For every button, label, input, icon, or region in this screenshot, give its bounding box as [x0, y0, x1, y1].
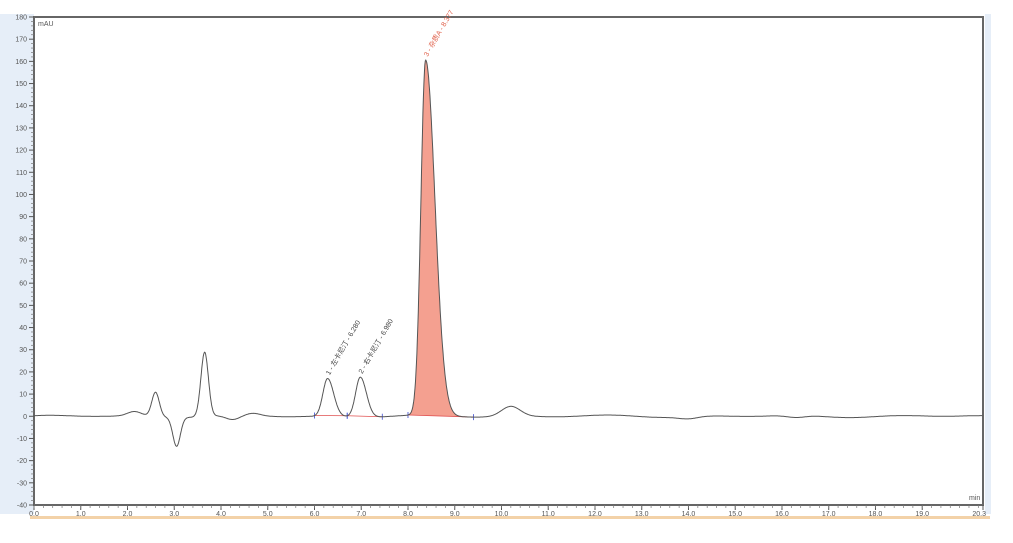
x-tick-label: 16.0 — [775, 511, 789, 518]
x-tick-label: 15.0 — [728, 511, 742, 518]
y-tick-label: 90 — [19, 214, 27, 221]
y-tick-label: 110 — [16, 170, 27, 177]
x-tick-label: 6.0 — [310, 511, 320, 518]
x-tick-label: 19.0 — [915, 511, 929, 518]
y-tick-label: 60 — [19, 281, 27, 288]
y-tick-label: 30 — [19, 347, 27, 354]
y-axis-label: mAU — [38, 21, 54, 28]
x-tick-label: 17.0 — [822, 511, 836, 518]
peak-area-fill — [407, 60, 474, 418]
y-tick-label: -20 — [17, 458, 27, 465]
x-tick-label: 18.0 — [869, 511, 883, 518]
x-tick-label: 13.0 — [635, 511, 649, 518]
x-tick-label: 20.3 — [972, 511, 986, 518]
y-tick-label: 80 — [19, 236, 27, 243]
x-tick-label: 9.0 — [450, 511, 460, 518]
y-tick-label: 170 — [15, 37, 27, 44]
x-tick-label: 2.0 — [123, 511, 133, 518]
y-axis: -40 -30 -20 -10 0 10 20 30 40 50 60 70 80 90 100 110 120… — [15, 15, 34, 510]
x-axis-panel-border — [30, 516, 990, 519]
y-tick-label: 130 — [15, 125, 27, 132]
y-axis-panel — [0, 14, 34, 514]
y-tick-label: -40 — [17, 503, 27, 510]
y-tick-label: 120 — [15, 148, 27, 155]
x-tick-label: 11.0 — [542, 511, 555, 518]
y-tick-label: -10 — [17, 436, 27, 443]
x-tick-label: 10.0 — [495, 511, 509, 518]
x-tick-label: 1.0 — [76, 511, 86, 518]
x-tick-label: 12.0 — [588, 511, 602, 518]
x-tick-label: 0.0 — [29, 511, 39, 518]
x-tick-label: 14.0 — [682, 511, 696, 518]
y-tick-label: 100 — [15, 192, 27, 199]
x-tick-label: 4.0 — [216, 511, 226, 518]
y-tick-label: 40 — [19, 325, 27, 332]
x-tick-label: 3.0 — [169, 511, 179, 518]
x-tick-label: 8.0 — [403, 511, 413, 518]
x-tick-label: 7.0 — [356, 511, 366, 518]
y-tick-label: 20 — [19, 369, 27, 376]
plot-frame — [33, 16, 984, 506]
x-axis-label: min — [969, 495, 980, 502]
peak-baseline — [347, 415, 383, 418]
x-axis: 0.0 1.0 2.0 3.0 4.0 5.0 6.0 7.0 8.0 9.0 10.0 11.0 12… — [29, 505, 986, 518]
y-tick-label: 70 — [19, 259, 27, 266]
y-tick-label: 10 — [19, 392, 27, 399]
right-panel — [985, 14, 991, 514]
y-tick-label: 150 — [15, 81, 27, 88]
y-tick-label: -30 — [17, 480, 27, 487]
y-tick-label: 140 — [15, 103, 27, 110]
y-tick-label: 160 — [15, 59, 27, 66]
y-tick-label: 50 — [19, 303, 27, 310]
y-tick-label: 0 — [23, 414, 27, 421]
x-tick-label: 5.0 — [263, 511, 273, 518]
y-tick-label: 180 — [15, 15, 27, 22]
chromatogram-trace — [34, 59, 983, 447]
